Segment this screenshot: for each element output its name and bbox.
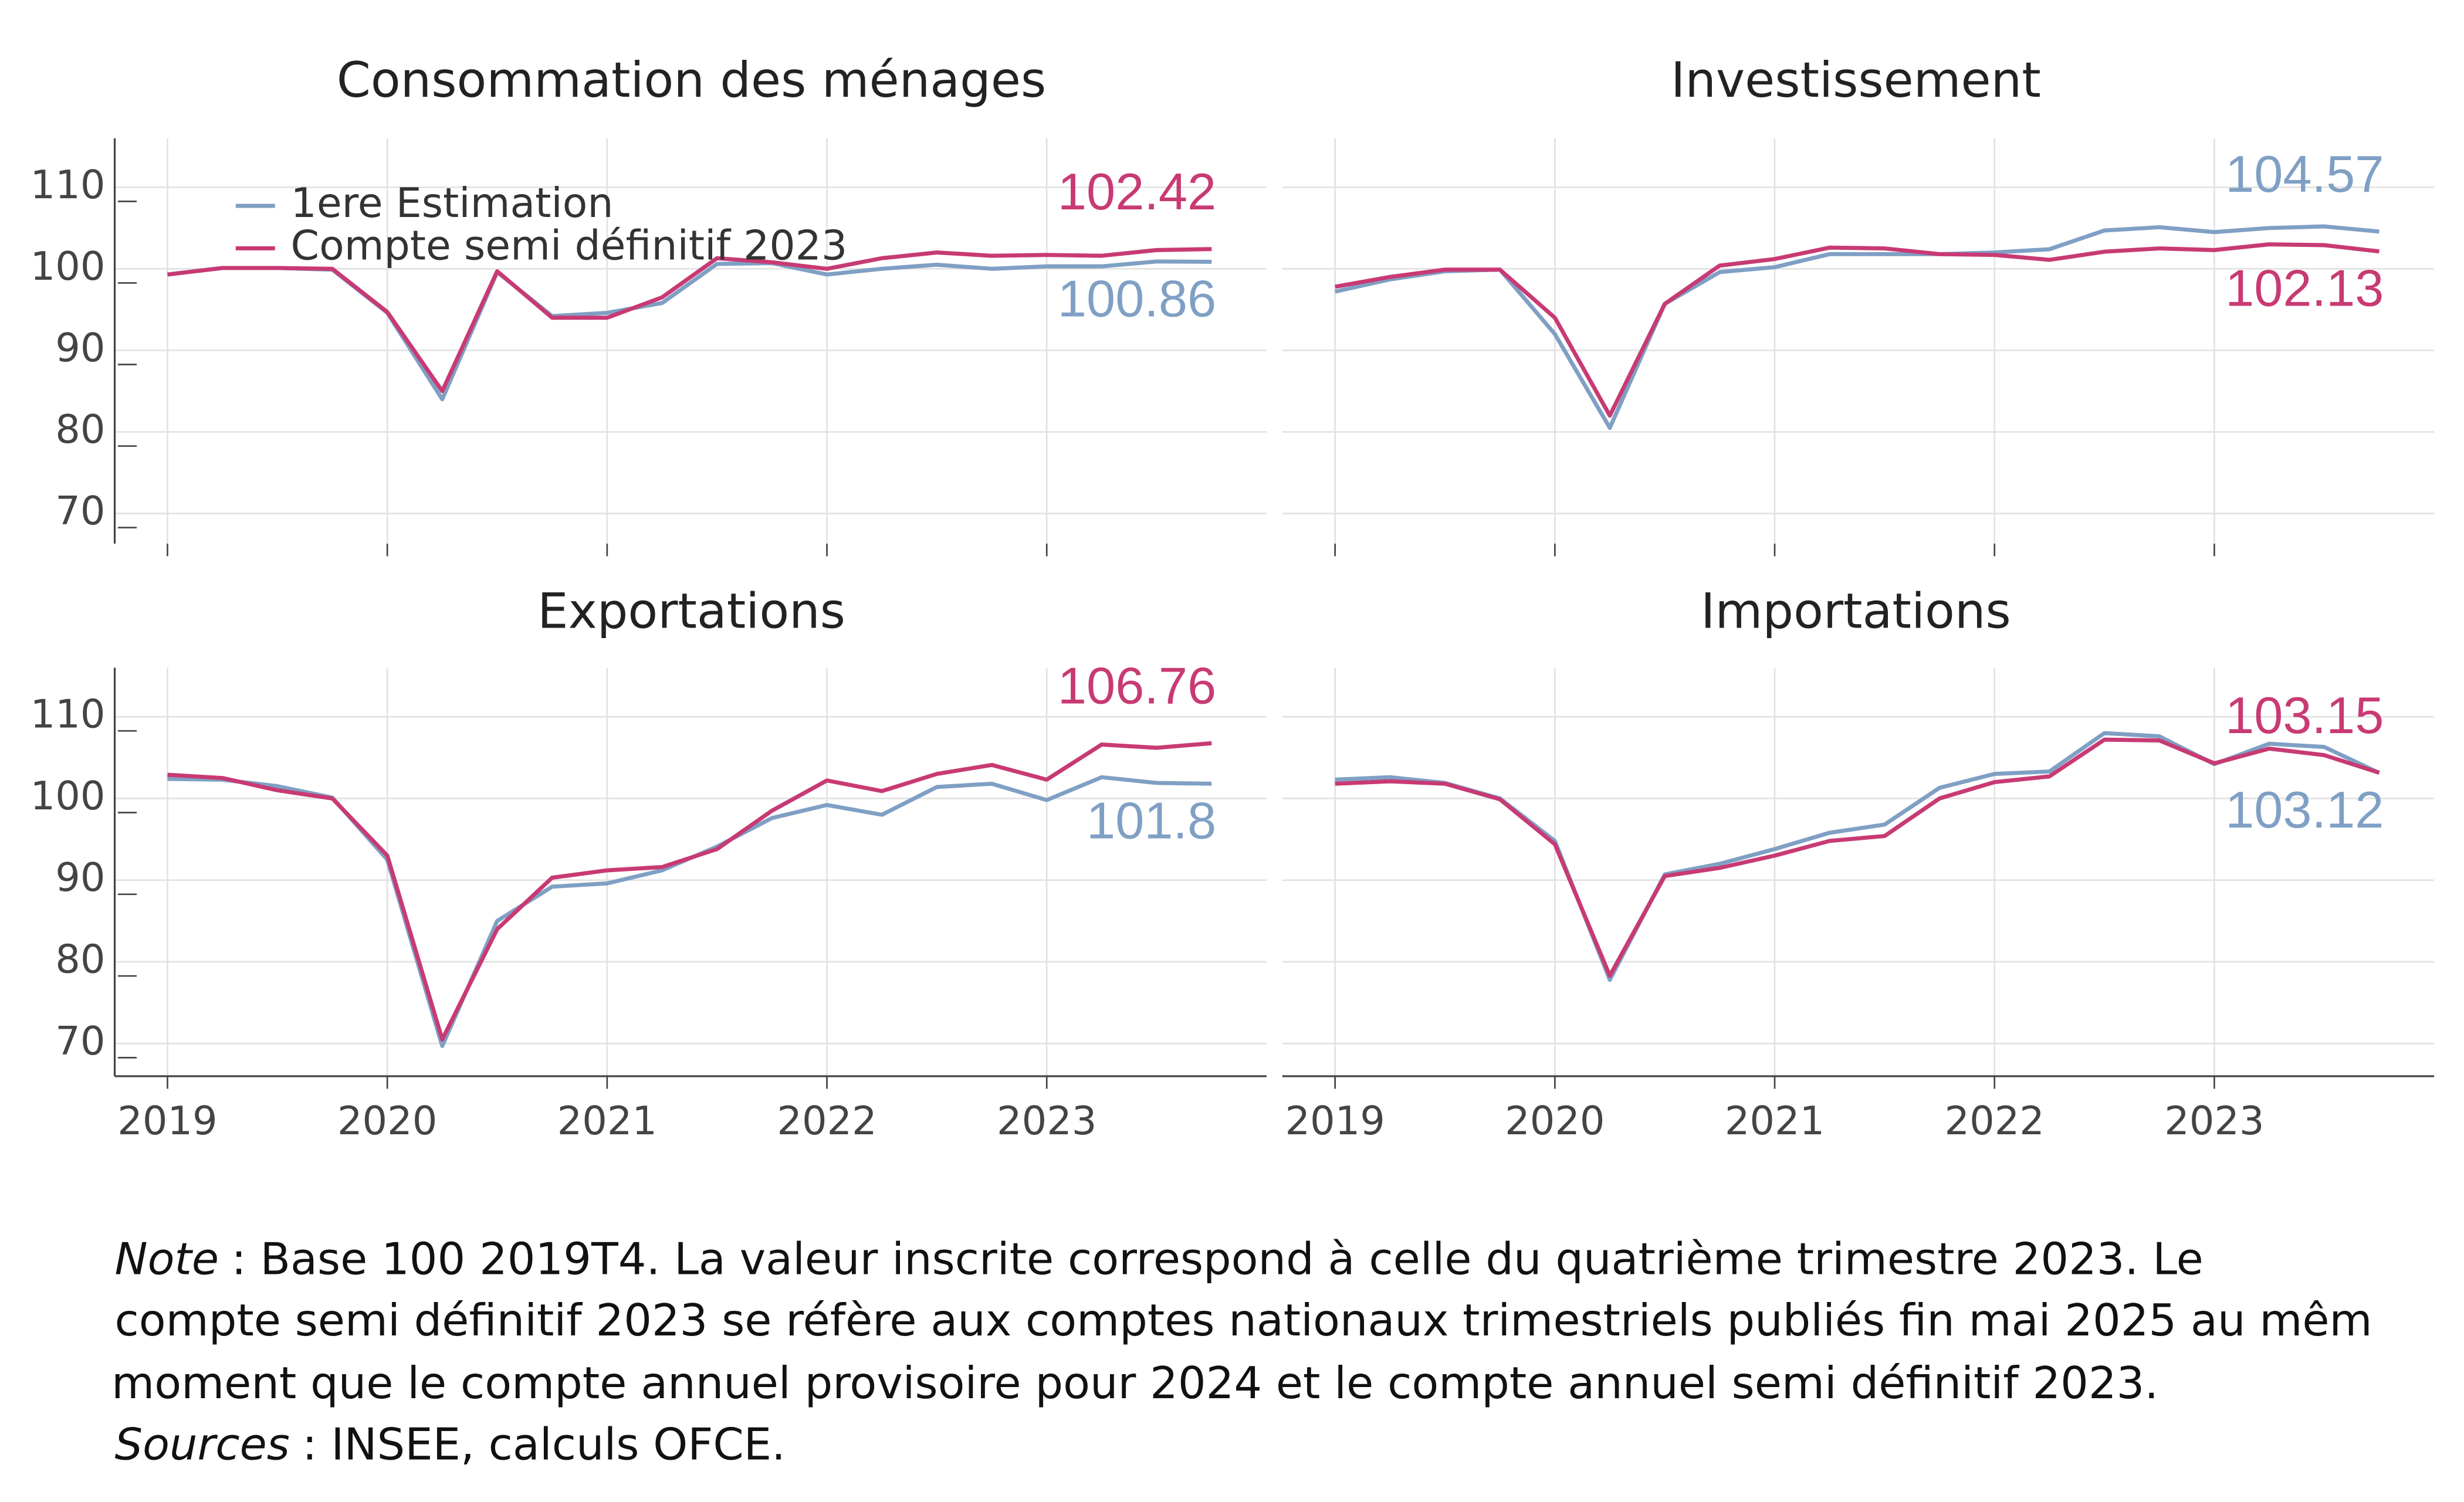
series-line <box>1334 224 2380 430</box>
y-tick-label: 90 <box>55 325 105 371</box>
sources-text: : INSEE, calculs OFCE. <box>302 1419 786 1470</box>
panel-title: Consommation des ménages <box>337 52 1046 109</box>
y-tick-label: 100 <box>31 243 106 289</box>
series-line <box>167 247 1212 394</box>
x-tick-label: 2020 <box>1505 1098 1605 1144</box>
series-line <box>1335 737 2380 978</box>
value-label: 106.76 <box>1058 657 1216 715</box>
panel: Importations 2019 2020 2021 2022 2023 103.12 10… <box>1282 582 2435 1144</box>
note-label: Note <box>115 1233 219 1284</box>
note-line: moment que le compte annuel provisoire p… <box>111 1357 2158 1409</box>
panel: Consommation des ménages 70 80 90 100 110 100.… <box>31 52 1267 557</box>
sources-line: Sources: INSEE, calculs OFCE. <box>115 1419 786 1470</box>
series-line <box>1335 242 2380 418</box>
y-tick-label: 110 <box>31 162 106 208</box>
value-label: 102.42 <box>1058 162 1216 221</box>
y-tick-label: 70 <box>55 488 105 534</box>
note-line: compte semi définitif 2023 se réfère aux… <box>115 1294 2372 1346</box>
value-label: 100.86 <box>1058 269 1216 327</box>
note-line: Note : Base 100 2019T4. La valeur inscrit… <box>115 1233 2204 1284</box>
x-tick-label: 2019 <box>117 1098 217 1144</box>
value-label: 104.57 <box>2225 145 2384 203</box>
panel-title: Exportations <box>537 582 845 639</box>
panel-title: Importations <box>1701 582 2011 639</box>
y-tick-label: 80 <box>55 937 105 982</box>
x-tick-label: 2021 <box>1725 1098 1825 1144</box>
value-label: 103.15 <box>2225 686 2384 744</box>
x-tick-label: 2020 <box>337 1098 437 1144</box>
panel: Exportations 70 80 90 100 110 2019 2020 2021 2022… <box>31 582 1267 1144</box>
legend-label: 1ere Estimation <box>291 179 614 227</box>
y-tick-label: 110 <box>31 691 106 737</box>
y-tick-label: 80 <box>55 406 105 452</box>
value-label: 103.12 <box>2225 781 2384 839</box>
sources-label: Sources <box>115 1419 290 1470</box>
x-tick-label: 2019 <box>1285 1098 1385 1144</box>
x-tick-label: 2022 <box>777 1098 876 1144</box>
y-tick-label: 100 <box>31 773 106 819</box>
series-line <box>167 741 1212 1042</box>
panel-title: Investissement <box>1671 52 2041 109</box>
x-tick-label: 2021 <box>557 1098 657 1144</box>
value-label: 101.8 <box>1087 791 1216 849</box>
legend-label: Compte semi définitif 2023 <box>291 222 848 269</box>
value-label: 102.13 <box>2225 259 2384 317</box>
y-tick-label: 90 <box>55 855 105 900</box>
panel: Investissement 104.57 102.13 <box>1282 52 2435 557</box>
y-tick-label: 70 <box>55 1018 105 1064</box>
note-text: : Base 100 2019T4. La valeur inscrite co… <box>232 1233 2204 1284</box>
x-tick-label: 2022 <box>1945 1098 2045 1144</box>
x-tick-label: 2023 <box>2164 1098 2264 1144</box>
x-tick-label: 2023 <box>997 1098 1096 1144</box>
